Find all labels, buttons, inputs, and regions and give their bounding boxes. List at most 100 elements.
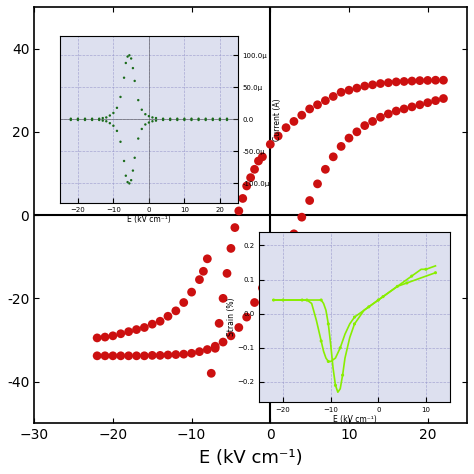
Point — [235, 207, 243, 215]
Point — [432, 76, 439, 84]
Point — [231, 224, 239, 231]
Point — [101, 333, 109, 341]
Point — [408, 103, 416, 110]
Point — [141, 352, 148, 360]
Point — [314, 180, 321, 188]
Point — [215, 319, 223, 327]
Point — [180, 350, 188, 358]
Point — [141, 324, 148, 331]
Point — [290, 118, 298, 125]
Point — [243, 313, 250, 321]
Point — [133, 326, 140, 333]
Point — [188, 288, 195, 296]
Point — [401, 105, 408, 113]
Point — [101, 352, 109, 360]
Point — [337, 143, 345, 150]
Point — [203, 255, 211, 263]
Point — [384, 110, 392, 118]
Point — [148, 320, 156, 328]
Point — [266, 272, 274, 279]
Point — [298, 111, 306, 119]
Point — [278, 249, 286, 256]
Point — [196, 348, 203, 356]
Point — [211, 345, 219, 352]
Point — [321, 165, 329, 173]
Point — [329, 153, 337, 161]
Point — [227, 332, 235, 339]
Point — [424, 77, 431, 84]
Point — [266, 140, 274, 148]
Point — [219, 338, 227, 346]
Point — [235, 324, 243, 331]
Point — [306, 197, 313, 204]
Point — [282, 243, 290, 250]
Point — [345, 86, 353, 94]
Point — [180, 299, 188, 306]
Point — [172, 351, 180, 358]
Point — [133, 352, 140, 360]
Point — [156, 318, 164, 325]
Point — [432, 97, 439, 104]
Point — [337, 89, 345, 96]
Point — [377, 113, 384, 121]
Point — [117, 330, 125, 337]
Point — [361, 82, 368, 90]
Point — [109, 352, 117, 360]
Point — [227, 245, 235, 252]
Point — [251, 299, 258, 306]
Point — [125, 352, 132, 360]
Point — [125, 328, 132, 336]
Point — [440, 76, 447, 84]
Point — [314, 101, 321, 109]
Point — [353, 84, 361, 92]
Point — [384, 79, 392, 86]
Point — [321, 97, 329, 104]
Point — [164, 312, 172, 320]
Point — [369, 81, 376, 89]
Point — [266, 272, 274, 279]
Point — [416, 101, 424, 109]
Point — [164, 351, 172, 359]
Point — [200, 267, 207, 275]
X-axis label: E (kV cm⁻¹): E (kV cm⁻¹) — [199, 449, 302, 467]
Point — [353, 128, 361, 136]
Point — [259, 153, 266, 161]
Point — [282, 124, 290, 131]
Point — [369, 118, 376, 125]
Point — [392, 107, 400, 115]
Point — [219, 294, 227, 302]
Point — [377, 80, 384, 87]
Point — [196, 276, 203, 283]
Point — [109, 332, 117, 339]
Point — [239, 195, 246, 202]
Point — [259, 284, 266, 292]
Point — [361, 122, 368, 129]
Point — [117, 352, 125, 360]
Point — [424, 99, 431, 107]
Point — [392, 78, 400, 86]
Point — [208, 370, 215, 377]
Point — [148, 352, 156, 359]
Point — [271, 264, 278, 271]
Point — [172, 307, 180, 315]
Point — [211, 342, 219, 350]
Point — [306, 105, 313, 113]
Point — [93, 352, 101, 360]
Point — [243, 182, 250, 190]
Point — [156, 352, 164, 359]
Point — [223, 270, 231, 277]
Point — [440, 95, 447, 102]
Point — [401, 78, 408, 85]
Point — [408, 77, 416, 85]
Point — [345, 134, 353, 142]
Point — [93, 334, 101, 342]
Point — [274, 132, 282, 140]
Point — [188, 349, 195, 357]
Point — [255, 157, 262, 165]
Point — [290, 230, 298, 237]
Point — [298, 213, 306, 221]
Point — [274, 257, 282, 264]
Point — [329, 92, 337, 100]
Point — [251, 165, 258, 173]
Point — [416, 77, 424, 84]
